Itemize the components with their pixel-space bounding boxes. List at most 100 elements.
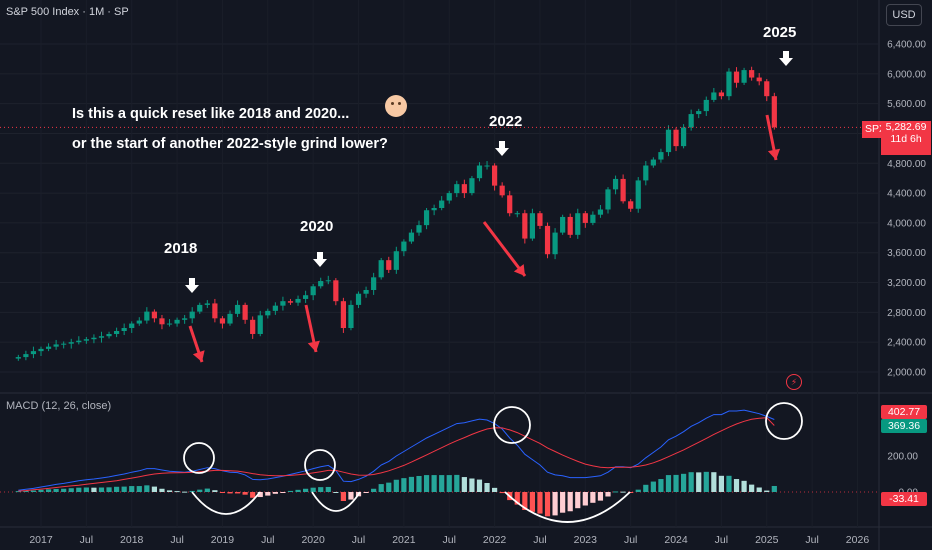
candle-body (136, 320, 142, 324)
candle-body (544, 225, 551, 255)
question-line-1: Is this a quick reset like 2018 and 2020… (72, 106, 350, 122)
macd-histogram-bar (333, 492, 339, 493)
candle-body (507, 195, 513, 214)
price-tick-label: 2,800.00 (887, 308, 926, 319)
macd-histogram-bar (764, 490, 770, 492)
macd-histogram-bar (204, 488, 210, 492)
candle-body (771, 96, 777, 128)
candle-body (454, 184, 460, 194)
candle-body (575, 213, 581, 235)
highlight-arc (191, 491, 261, 515)
macd-histogram-bar (219, 492, 226, 493)
highlight-arc (311, 491, 361, 512)
time-tick-label: 2025 (755, 534, 779, 546)
macd-pane (0, 409, 878, 517)
red-trend-arrow-head (513, 264, 525, 276)
candle-body (567, 216, 573, 235)
candle-body (393, 251, 399, 270)
macd-histogram-bar (741, 480, 747, 492)
candle-body (15, 357, 21, 359)
red-trend-arrow-head (192, 350, 205, 362)
candle-body (121, 328, 127, 331)
candle-body (318, 281, 324, 287)
candle-body (227, 313, 233, 324)
macd-histogram-bar (620, 491, 626, 493)
countdown: 11d 6h (890, 133, 922, 145)
candle-body (605, 189, 611, 210)
macd-histogram-bar (38, 489, 44, 492)
price-tick-label: 6,000.00 (887, 69, 926, 80)
macd-histogram-bar (280, 492, 286, 493)
highlight-circle (493, 406, 531, 444)
symbol-header: S&P 500 Index · 1M · SP (6, 6, 129, 18)
candle-body (696, 111, 702, 115)
red-trend-arrow (482, 221, 527, 277)
macd-histogram-bar (348, 492, 354, 500)
macd-histogram-bar (454, 474, 460, 492)
macd-histogram-bar (363, 492, 369, 493)
label-2020: 2020 (300, 218, 334, 235)
macd-histogram-bar (401, 478, 407, 492)
candle-body (688, 114, 694, 128)
candle-body (30, 351, 37, 355)
candle-body (340, 301, 346, 329)
candle-body (658, 152, 664, 160)
candle-body (91, 337, 97, 340)
macd-histogram-bar (423, 475, 430, 492)
time-tick-label: 2023 (574, 534, 598, 546)
candle-body (257, 315, 263, 334)
candle-body (129, 323, 135, 329)
candle-body (265, 310, 271, 316)
candle-body (469, 178, 475, 194)
macd-histogram-bar (681, 473, 687, 492)
time-tick-label: 2022 (483, 534, 507, 546)
macd-histogram-bar (575, 492, 581, 509)
macd-histogram-bar (688, 472, 694, 492)
macd-histogram-bar (30, 490, 37, 492)
macd-histogram-bar (492, 487, 498, 492)
candle-body (522, 213, 528, 239)
macd-histogram-bar (189, 490, 195, 492)
macd-histogram-bar (590, 492, 596, 503)
candle-body (61, 343, 67, 345)
candle-body (484, 165, 490, 167)
candle-body (650, 159, 656, 166)
hist-value-tag: -33.41 (881, 492, 927, 506)
time-tick-label: Jul (80, 534, 93, 546)
candle-body (499, 185, 505, 196)
macd-histogram-bar (23, 490, 29, 492)
time-tick-label: Jul (261, 534, 274, 546)
macd-histogram-bar (749, 484, 755, 492)
macd-histogram-bar (605, 492, 611, 497)
label-2018: 2018 (164, 240, 198, 257)
macd-histogram-bar (265, 492, 271, 496)
candle-body (348, 304, 354, 329)
macd-histogram-bar (159, 488, 165, 492)
candle-body (423, 210, 430, 226)
macd-histogram-bar (673, 474, 679, 492)
price-tick-label: 2,400.00 (887, 338, 926, 349)
candle-body (212, 303, 218, 319)
currency-button[interactable]: USD (886, 4, 922, 26)
candle-body (272, 305, 278, 311)
macd-histogram-bar (371, 488, 377, 492)
candle-body (764, 81, 770, 97)
macd-histogram-bar (635, 489, 641, 492)
price-tick-label: 3,600.00 (887, 248, 926, 259)
time-tick-label: 2018 (120, 534, 144, 546)
candle-body (303, 295, 309, 299)
candle-body (378, 260, 384, 278)
down-arrow-icon (313, 252, 327, 267)
lightning-icon[interactable]: ⚡ (786, 374, 802, 390)
candle-body (582, 213, 588, 223)
label-2022: 2022 (489, 113, 523, 130)
candle-body (280, 301, 286, 306)
candle-body (166, 323, 173, 325)
down-arrow-icon (779, 51, 793, 66)
macd-histogram-bar (68, 488, 74, 492)
candle-body (333, 280, 339, 302)
macd-histogram-bar (234, 492, 241, 494)
price-tick-label: 2,000.00 (887, 368, 926, 379)
